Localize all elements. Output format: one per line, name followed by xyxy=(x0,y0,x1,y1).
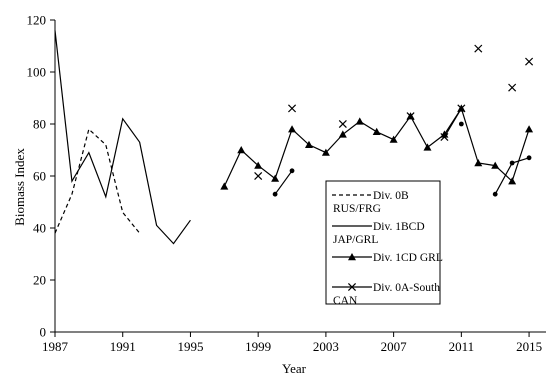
y-axis-label: Biomass Index xyxy=(12,148,27,226)
series-layer xyxy=(54,30,534,245)
triangle-marker xyxy=(304,140,313,148)
legend-item: Div. 0A-South CAN xyxy=(332,282,440,307)
series-3 xyxy=(254,44,534,181)
triangle-marker xyxy=(348,253,356,261)
triangle-marker xyxy=(508,177,517,185)
legend-label-line2: JAP/GRL xyxy=(333,234,378,246)
cross-marker-stroke xyxy=(525,57,534,66)
x-tick-label: 2011 xyxy=(449,339,475,354)
cross-marker-stroke xyxy=(254,171,263,181)
legend-box xyxy=(325,180,441,305)
series-0 xyxy=(54,128,141,234)
cross-marker-stroke xyxy=(288,104,297,113)
x-tick-label: 1987 xyxy=(42,339,69,354)
cross-marker xyxy=(525,57,534,66)
cross-marker xyxy=(288,104,297,113)
triangle-marker xyxy=(355,117,364,125)
y-tick-label: 40 xyxy=(33,221,46,236)
triangle-marker xyxy=(474,159,483,167)
x-tick-label: 2003 xyxy=(313,339,339,354)
triangle-marker xyxy=(423,143,432,151)
series-4 xyxy=(272,121,532,197)
series-line xyxy=(274,170,293,195)
x-tick-label: 1999 xyxy=(245,339,271,354)
series-line xyxy=(54,30,191,245)
dot-marker xyxy=(289,168,295,174)
dot-marker xyxy=(509,160,515,166)
y-tick-label: 60 xyxy=(33,169,46,184)
cross-marker-stroke xyxy=(406,112,415,121)
series-line xyxy=(443,108,462,138)
cross-marker xyxy=(440,132,449,142)
triangle-marker xyxy=(237,146,246,154)
cross-marker-stroke xyxy=(508,83,517,92)
x-tick-label: 2015 xyxy=(516,339,542,354)
y-tick-label: 100 xyxy=(27,65,47,80)
cross-marker-stroke xyxy=(440,132,449,142)
cross-marker-stroke xyxy=(457,104,466,113)
y-tick-label: 120 xyxy=(27,13,47,28)
legend-label-line2: RUS/FRG xyxy=(333,203,381,215)
axes: 0 20 40 60 80 100 120 1987 1991 1995 1999 2003 2007 2… xyxy=(27,13,546,354)
legend-label: Div. 1CD GRL xyxy=(373,252,443,264)
triangle-marker xyxy=(372,127,381,135)
series-2 xyxy=(220,104,534,190)
cross-marker xyxy=(508,83,517,92)
x-tick-label: 1991 xyxy=(110,339,136,354)
y-tick-label: 0 xyxy=(40,325,47,340)
triangle-marker xyxy=(338,130,347,138)
legend-item: Div. 1CD GRL xyxy=(332,252,443,264)
y-tick-label: 20 xyxy=(33,273,46,288)
cross-marker xyxy=(457,104,466,113)
triangle-marker xyxy=(288,125,297,133)
dot-marker xyxy=(272,191,278,197)
legend-label: Div. 0B xyxy=(373,190,409,202)
cross-marker xyxy=(338,119,347,129)
triangle-marker xyxy=(389,135,398,143)
cross-marker-stroke xyxy=(347,282,357,292)
cross-marker xyxy=(406,112,415,121)
triangle-marker xyxy=(491,161,500,169)
triangle-marker xyxy=(321,148,330,156)
dot-marker xyxy=(526,155,532,161)
series-line xyxy=(223,107,530,187)
triangle-marker xyxy=(220,182,229,190)
cross-marker xyxy=(254,171,263,181)
x-axis-label: Year xyxy=(282,361,307,376)
cross-marker xyxy=(474,44,483,53)
legend-label-line2: CAN xyxy=(333,295,358,307)
y-tick-label: 80 xyxy=(33,117,46,132)
cross-marker-stroke xyxy=(338,119,347,129)
x-tick-label: 2007 xyxy=(381,339,408,354)
triangle-marker xyxy=(271,174,280,182)
triangle-marker xyxy=(525,125,534,133)
cross-marker-stroke xyxy=(474,44,483,53)
triangle-marker xyxy=(254,161,263,169)
series-line xyxy=(54,128,141,234)
dot-marker xyxy=(492,191,498,197)
dot-marker xyxy=(458,121,464,127)
legend-label: Div. 0A-South xyxy=(373,282,440,294)
cross-marker xyxy=(347,282,357,292)
series-1 xyxy=(54,30,191,245)
legend-label: Div. 1BCD xyxy=(373,221,425,233)
x-tick-label: 1995 xyxy=(177,339,203,354)
